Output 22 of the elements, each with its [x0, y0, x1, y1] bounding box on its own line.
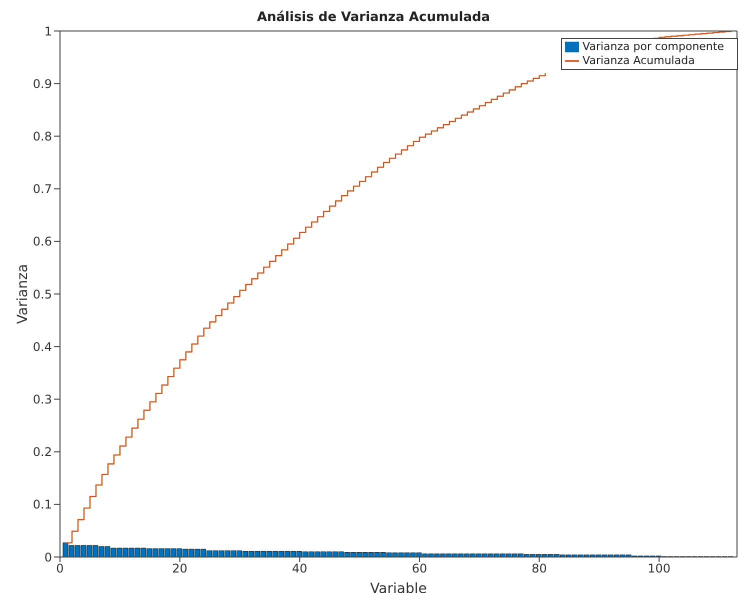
- y-tick-label: 0.4: [32, 340, 52, 354]
- x-tick-label: 80: [532, 562, 547, 576]
- x-tick-label: 0: [56, 562, 64, 576]
- y-tick-label: 0.7: [32, 182, 52, 196]
- legend-label: Varianza Acumulada: [582, 54, 695, 68]
- x-tick-label: 100: [648, 562, 671, 576]
- y-tick-label: 0.8: [32, 129, 52, 144]
- y-tick-label: 1: [44, 24, 52, 38]
- y-tick-label: 0.9: [32, 76, 52, 91]
- y-tick-label: 0: [44, 550, 52, 564]
- y-tick-label: 0.3: [32, 392, 52, 406]
- x-tick-label: 40: [292, 562, 308, 576]
- x-tick-label: 60: [412, 562, 428, 576]
- chart-title: Análisis de Varianza Acumulada: [256, 10, 492, 25]
- x-axis-title: Variable: [370, 581, 427, 593]
- x-tick-label: 20: [172, 562, 188, 576]
- y-tick-label: 0.1: [32, 498, 52, 512]
- y-tick-label: 0.6: [32, 234, 52, 249]
- y-axis-title: Varianza: [14, 264, 31, 324]
- y-tick-label: 0.2: [32, 445, 52, 460]
- y-tick-label: 0.5: [32, 287, 52, 302]
- legend-label: Varianza por componente: [582, 40, 724, 54]
